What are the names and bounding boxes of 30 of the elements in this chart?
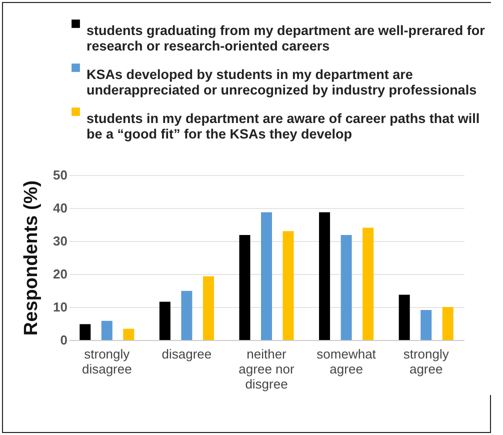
y-tick-label: 40	[53, 200, 68, 216]
bar	[398, 294, 410, 340]
y-tick-label: 10	[53, 300, 68, 314]
legend-label: KSAs developed by students in my department are underappreciated or unrecognized by industry professionals	[86, 66, 477, 98]
y-tick-label: 0	[60, 332, 68, 348]
bar	[261, 212, 272, 340]
bar	[420, 310, 432, 340]
y-tick-label: 20	[53, 266, 68, 282]
bar	[319, 212, 330, 340]
legend-label: students in my department are aware of career paths that will be a “good fit” for the KSAs they develop	[86, 110, 480, 142]
x-tick-label: disagree	[162, 346, 212, 362]
bar	[80, 324, 91, 340]
y-tick-label: 50	[53, 168, 68, 182]
y-axis-title: Respondents (%)	[21, 180, 42, 336]
bar	[101, 320, 112, 340]
bar	[282, 231, 294, 340]
legend-label: students graduating from my department are well-prerared for research or research-oriented careers	[86, 22, 486, 54]
bar	[239, 235, 250, 340]
bar	[202, 276, 214, 340]
bar	[340, 235, 352, 340]
bar	[181, 290, 192, 340]
x-tick-label: strongly disagree	[82, 346, 132, 376]
bar	[123, 328, 134, 340]
x-tick-label: somewhat agree	[316, 346, 376, 376]
bar	[362, 228, 374, 340]
x-tick-label: neither agree nor disgree	[238, 346, 295, 392]
bar	[442, 307, 454, 340]
bar	[159, 302, 170, 340]
y-tick-label: 30	[53, 234, 68, 248]
x-tick-label: strongly agree	[403, 346, 450, 376]
